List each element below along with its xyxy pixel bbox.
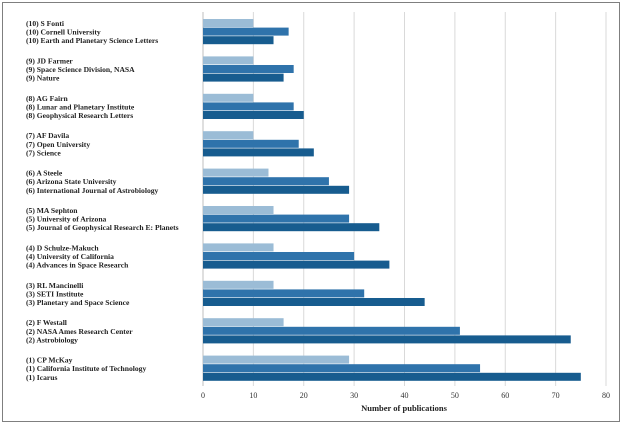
- category-label: (5) Journal of Geophysical Research E: P…: [26, 223, 179, 232]
- bar: [203, 318, 284, 327]
- bar: [203, 260, 390, 269]
- category-label: (5) MA Sephton: [26, 206, 78, 215]
- x-tick-label: 0: [201, 391, 205, 400]
- bar: [203, 243, 274, 252]
- bar: [203, 252, 355, 260]
- category-label: (2) Astrobiology: [26, 335, 78, 344]
- category-label: (5) University of Arizona: [26, 215, 107, 224]
- bar: [203, 131, 254, 140]
- bar: [203, 102, 294, 111]
- x-tick-label: 70: [552, 391, 560, 400]
- bar: [203, 73, 284, 82]
- bar: [203, 326, 460, 335]
- bar: [203, 364, 481, 373]
- bar: [203, 111, 304, 119]
- category-label: (7) Science: [26, 148, 61, 157]
- category-label: (1) California Institute of Technology: [26, 364, 146, 373]
- bar: [203, 223, 380, 232]
- x-tick-label: 60: [501, 391, 509, 400]
- category-labels: (10) S Fonti(10) Cornell University(10) …: [26, 19, 179, 382]
- category-label: (3) SETI Institute: [26, 289, 84, 298]
- bar: [203, 148, 314, 157]
- category-label: (1) Icarus: [26, 373, 57, 382]
- bar: [203, 177, 329, 186]
- category-label: (8) Lunar and Planetary Institute: [26, 102, 135, 111]
- category-label: (2) NASA Ames Research Center: [26, 327, 133, 336]
- bar: [203, 27, 289, 36]
- bar: [203, 289, 365, 298]
- bar: [203, 139, 299, 148]
- category-label: (4) D Schulze-Makuch: [26, 243, 99, 252]
- category-label: (7) Open University: [26, 140, 90, 149]
- category-label: (7) AF Davila: [26, 131, 69, 140]
- category-label: (10) Earth and Planetary Science Letters: [26, 36, 158, 45]
- bar: [203, 56, 254, 65]
- category-label: (6) A Steele: [26, 169, 63, 178]
- category-label: (3) RL Mancinelli: [26, 281, 83, 290]
- x-tick-label: 20: [300, 391, 308, 400]
- bar: [203, 65, 294, 73]
- category-label: (8) Geophysical Research Letters: [26, 111, 133, 120]
- bar: [203, 214, 350, 223]
- category-label: (10) Cornell University: [26, 28, 101, 37]
- bar: [203, 19, 254, 27]
- category-label: (9) JD Farmer: [26, 56, 73, 65]
- x-tick-label: 80: [602, 391, 610, 400]
- category-label: (2) F Westall: [26, 318, 67, 327]
- bar: [203, 335, 571, 344]
- x-tick-label: 10: [249, 391, 257, 400]
- x-tick-label: 30: [350, 391, 358, 400]
- x-tick-label: 40: [401, 391, 409, 400]
- bars: [203, 19, 581, 381]
- category-label: (9) Space Science Division, NASA: [26, 65, 135, 74]
- category-label: (10) S Fonti: [26, 19, 64, 28]
- category-label: (4) Advances in Space Research: [26, 261, 129, 270]
- category-label: (6) International Journal of Astrobiolog…: [26, 186, 159, 195]
- x-tick-label: 50: [451, 391, 459, 400]
- bar: [203, 185, 350, 194]
- x-tick-labels: 0 10 20 30 40 50 60 70 80: [201, 391, 610, 400]
- bar: [203, 280, 274, 289]
- category-label: (1) CP McKay: [26, 356, 73, 365]
- category-label: (3) Planetary and Space Science: [26, 298, 130, 307]
- bar: [203, 372, 581, 381]
- category-label: (4) University of California: [26, 252, 114, 261]
- x-axis-label: Number of publications: [361, 403, 447, 413]
- category-label: (6) Arizona State University: [26, 177, 117, 186]
- bar: [203, 36, 274, 45]
- bar: [203, 93, 254, 102]
- category-label: (9) Nature: [26, 74, 60, 83]
- chart-frame: [2, 2, 620, 422]
- bar: [203, 355, 350, 364]
- category-label: (8) AG Fairn: [26, 94, 69, 103]
- bar: [203, 168, 269, 177]
- bar: [203, 206, 274, 214]
- bar: [203, 298, 425, 306]
